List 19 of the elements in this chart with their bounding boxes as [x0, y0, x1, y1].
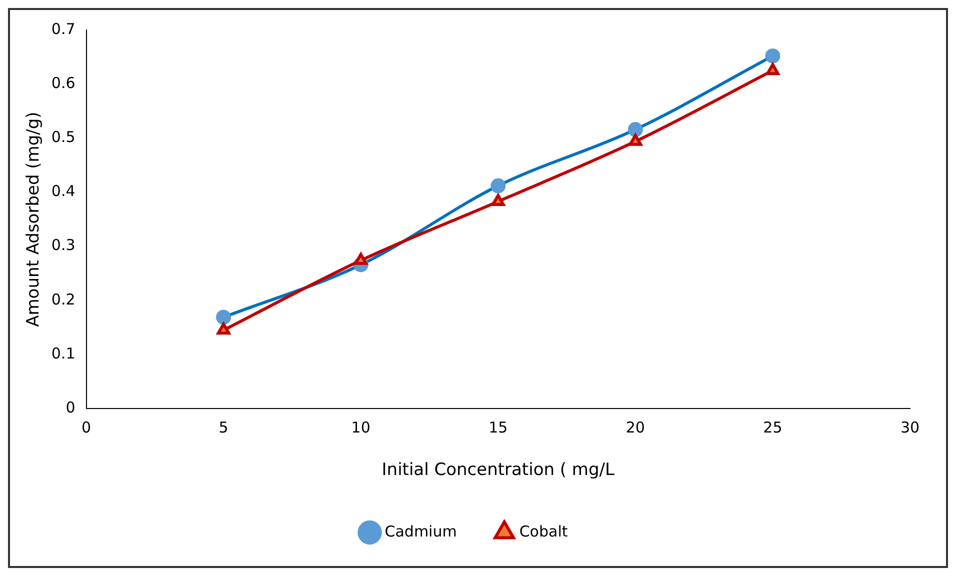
x-tick-label: 5 — [218, 418, 228, 436]
x-tick-label: 0 — [81, 418, 92, 436]
y-tick-label: 0.1 — [51, 344, 76, 362]
x-tick-label: 30 — [900, 418, 920, 436]
x-axis-title: Initial Concentration ( mg/L — [382, 460, 615, 480]
legend-label: Cobalt — [519, 522, 568, 540]
x-tick-label: 20 — [626, 418, 645, 436]
y-tick-label: 0.4 — [51, 182, 76, 200]
y-axis-title: Amount Adsorbed (mg/g) — [24, 112, 44, 327]
x-tick-label: 25 — [763, 418, 782, 436]
y-tick-label: 0.3 — [51, 236, 76, 254]
y-tick-label: 0.5 — [51, 128, 76, 146]
y-tick-label: 0 — [66, 398, 76, 416]
y-tick-label: 0.2 — [51, 290, 76, 308]
x-tick-label: 15 — [488, 418, 508, 436]
y-tick-label: 0.6 — [51, 74, 76, 92]
x-tick-label: 10 — [351, 418, 370, 436]
legend-label: Cadmium — [384, 522, 457, 540]
y-tick-label: 0.7 — [51, 20, 76, 38]
